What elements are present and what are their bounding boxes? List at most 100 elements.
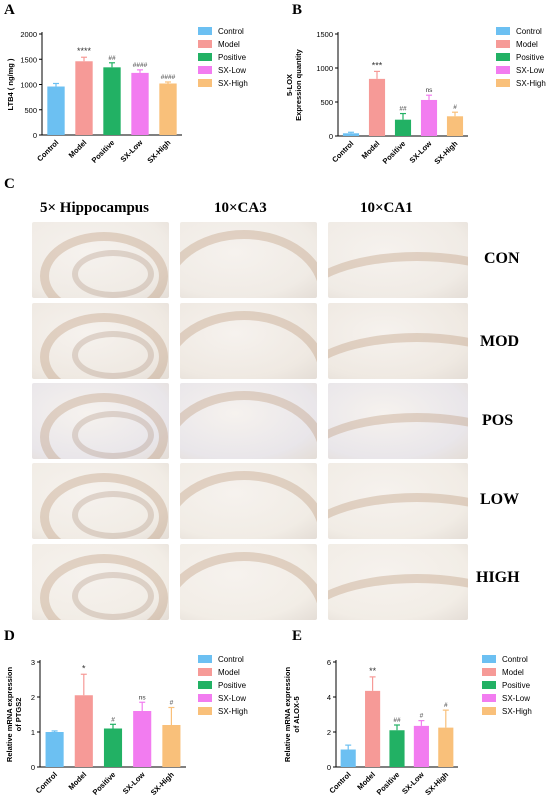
tissue-band (180, 311, 317, 379)
bar-sx-low (420, 99, 438, 136)
x-tick-label: SX-Low (119, 138, 145, 164)
x-tick-label: SX-Low (400, 770, 426, 796)
tissue-band (180, 230, 317, 298)
tissue-band-inner (72, 491, 154, 539)
y-axis-label: LTB4 ( ng/mg ) (6, 58, 15, 110)
panel-label-b: B (292, 2, 303, 18)
bar-sx-high (159, 83, 177, 135)
panel-label-c: C (4, 176, 15, 192)
x-tick-label: SX-High (423, 770, 450, 797)
legend-label: SX-Low (218, 694, 246, 703)
bar-positive (389, 730, 405, 767)
x-tick-label: Model (355, 770, 377, 792)
bar-model (368, 78, 386, 136)
tissue-band (328, 413, 468, 459)
significance-label: ## (108, 55, 116, 62)
significance-label: #### (133, 62, 148, 69)
x-tick-label: Positive (91, 770, 118, 797)
legend-swatch (198, 681, 212, 689)
y-tick-label: 1500 (316, 30, 333, 39)
significance-label: # (420, 713, 424, 720)
x-tick-label: Model (67, 138, 89, 160)
micrograph-mod-3 (328, 303, 468, 379)
legend-label: Positive (516, 53, 545, 62)
significance-label: **** (77, 46, 92, 56)
significance-label: ** (369, 666, 377, 676)
bar-sx-high (446, 116, 464, 136)
y-tick-label: 2 (327, 728, 331, 737)
y-axis-label: Relative mRNA expression (5, 667, 14, 763)
micrograph-pos-2 (180, 383, 317, 459)
bar-sx-high (438, 727, 454, 767)
chart-b-5lox: 0 500 1000 1500 5-LOX Expression quantity Cont… (285, 27, 546, 166)
y-tick-label: 2 (31, 693, 35, 702)
bar-control (342, 133, 360, 136)
bar-sx-high (162, 725, 181, 767)
significance-label: # (444, 702, 448, 709)
bar-sx-low (131, 72, 149, 135)
legend-label: SX-Low (218, 66, 246, 75)
y-tick-label: 4 (327, 693, 331, 702)
micrograph-con-3 (328, 222, 468, 298)
legend-label: Model (502, 668, 524, 677)
bar-sx-low (413, 725, 429, 767)
y-axis-label: Expression quantity (294, 48, 303, 121)
bar-control (47, 86, 65, 135)
tissue-band-inner (72, 572, 154, 620)
legend-swatch (482, 655, 496, 663)
x-tick-label: Control (330, 139, 355, 164)
y-tick-label: 1000 (20, 81, 37, 90)
legend-label: SX-High (218, 79, 248, 88)
tissue-band (40, 473, 168, 539)
row-label-low: LOW (480, 491, 520, 508)
micrograph-low-1 (32, 463, 169, 539)
legend-label: SX-Low (502, 694, 530, 703)
micrograph-high-2 (180, 544, 317, 620)
legend-swatch (198, 27, 212, 35)
legend-label: Model (516, 40, 538, 49)
panel-label-a: A (4, 2, 15, 18)
chart-a-ltb4: 0 500 1000 1500 2000 LTB4 ( ng/mg ) Control ***… (6, 27, 248, 165)
legend-swatch (198, 655, 212, 663)
bar-model (75, 61, 93, 135)
legend-swatch (198, 40, 212, 48)
legend-swatch (198, 707, 212, 715)
x-tick-label: Positive (375, 770, 402, 797)
x-tick-label: Control (34, 770, 59, 795)
tissue-band (40, 554, 168, 620)
legend-swatch (198, 668, 212, 676)
legend-swatch (496, 66, 510, 74)
legend-label: Control (516, 27, 542, 36)
legend-label: Control (218, 655, 244, 664)
legend-label: Control (502, 655, 528, 664)
tissue-band (328, 493, 468, 539)
significance-label: * (82, 663, 86, 673)
x-tick-label: Control (35, 138, 60, 163)
legend-swatch (198, 66, 212, 74)
legend-label: SX-High (218, 707, 248, 716)
y-tick-label: 0 (31, 763, 35, 772)
significance-label: ns (426, 87, 434, 94)
column-header-ca3: 10×CA3 (214, 200, 267, 216)
legend-label: Positive (218, 53, 247, 62)
significance-label: # (453, 104, 457, 111)
micrograph-high-1 (32, 544, 169, 620)
x-tick-label: Control (327, 770, 352, 795)
legend-label: Positive (218, 681, 247, 690)
x-tick-label: Model (67, 770, 89, 792)
y-tick-label: 0 (329, 132, 333, 141)
bar-model (365, 690, 381, 767)
legend-swatch (496, 79, 510, 87)
tissue-band (328, 252, 468, 298)
y-tick-label: 3 (31, 658, 35, 667)
significance-label: # (170, 700, 174, 707)
y-tick-label: 6 (327, 658, 331, 667)
legend-label: SX-High (502, 707, 532, 716)
x-tick-label: Positive (381, 139, 408, 166)
tissue-band (328, 333, 468, 379)
legend-swatch (198, 79, 212, 87)
row-label-pos: POS (482, 412, 514, 429)
bar-positive (103, 67, 121, 135)
y-tick-label: 0 (33, 131, 37, 140)
legend-swatch (482, 694, 496, 702)
